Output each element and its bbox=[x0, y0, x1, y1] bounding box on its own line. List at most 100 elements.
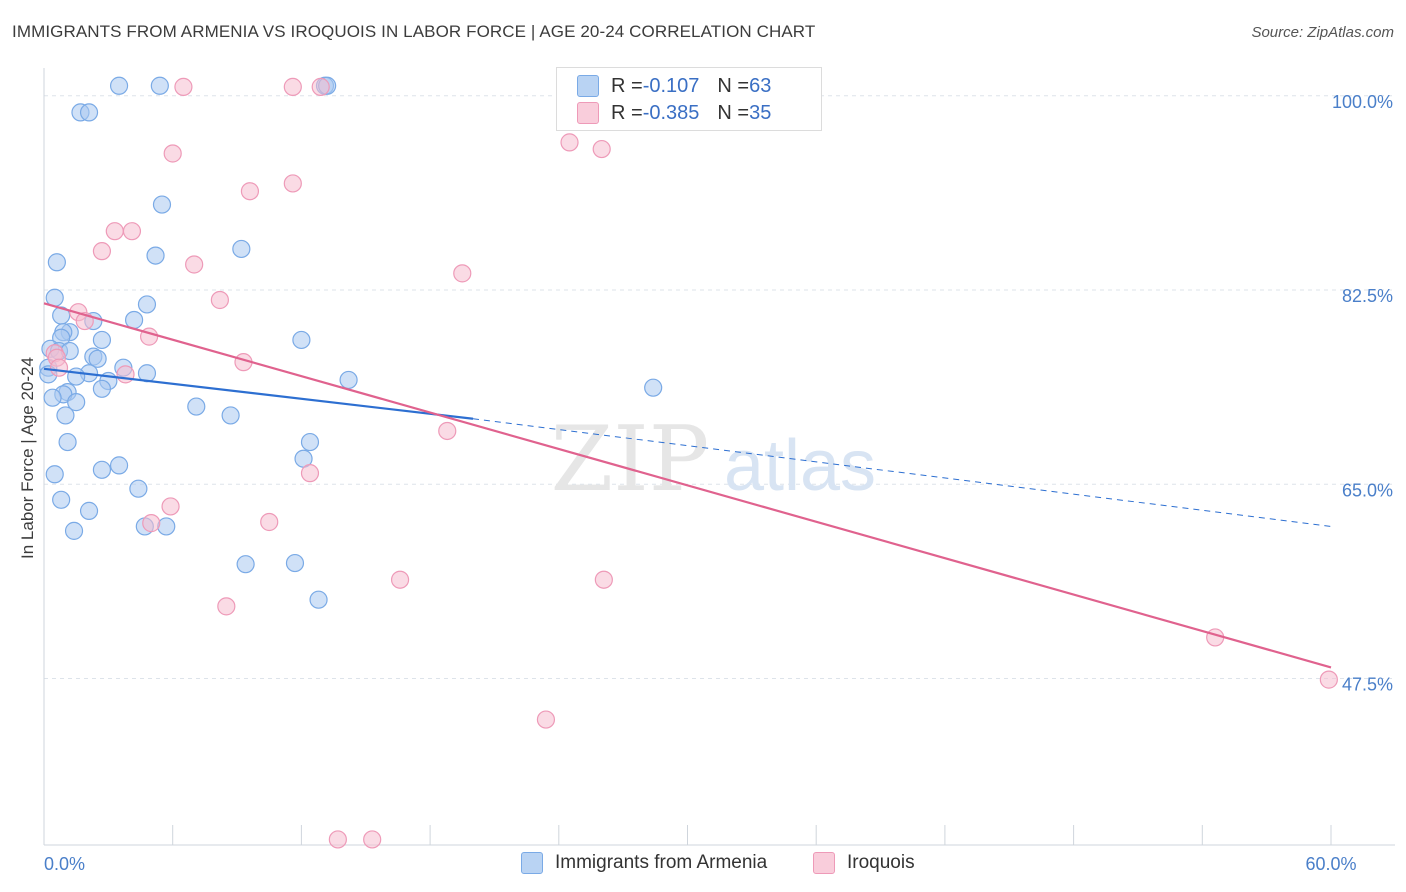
data-point bbox=[328, 830, 347, 849]
legend-n-value: 63 bbox=[749, 74, 772, 97]
data-point bbox=[79, 501, 99, 520]
watermark: ZIP atlas bbox=[551, 407, 876, 512]
data-point bbox=[309, 590, 328, 609]
trend-line bbox=[43, 367, 474, 420]
data-point bbox=[56, 406, 75, 425]
legend-row-armenia: R = -0.107 N = 63 bbox=[577, 74, 771, 98]
chart-source: Source: ZipAtlas.com bbox=[1251, 24, 1394, 41]
data-point bbox=[283, 174, 302, 193]
data-point bbox=[217, 597, 236, 616]
legend-item-armenia: Immigrants from Armenia bbox=[521, 852, 767, 874]
data-point bbox=[64, 521, 84, 540]
legend-r-value: -0.385 bbox=[642, 101, 700, 124]
data-point bbox=[163, 144, 182, 163]
data-point bbox=[142, 514, 161, 533]
data-point bbox=[232, 239, 251, 259]
legend-label: Immigrants from Armenia bbox=[555, 852, 768, 873]
data-point bbox=[45, 465, 64, 484]
data-point bbox=[174, 77, 193, 96]
data-point bbox=[92, 460, 112, 479]
data-point bbox=[92, 330, 112, 350]
data-point bbox=[79, 103, 99, 122]
data-point bbox=[210, 290, 229, 310]
data-point bbox=[363, 830, 382, 849]
data-point bbox=[116, 365, 135, 384]
data-point bbox=[67, 393, 86, 412]
y-axis-label: In Labor Force | Age 20-24 bbox=[18, 357, 37, 559]
data-point bbox=[536, 710, 556, 729]
data-point bbox=[300, 432, 320, 452]
data-point bbox=[137, 295, 157, 314]
series-iroquois-points bbox=[45, 77, 1338, 849]
legend-swatch-pink bbox=[813, 852, 835, 874]
trend-lines bbox=[43, 302, 1332, 669]
data-point bbox=[187, 397, 206, 416]
data-point bbox=[453, 264, 472, 283]
data-point bbox=[161, 497, 180, 516]
watermark-zip: ZIP bbox=[551, 407, 710, 512]
legend-n-label: N = bbox=[717, 74, 750, 97]
data-point bbox=[52, 490, 71, 509]
legend-swatch-blue bbox=[577, 75, 599, 97]
correlation-legend: R = -0.107 N = 63 R = -0.385 N = 35 bbox=[556, 67, 822, 131]
data-point bbox=[292, 330, 311, 350]
data-point bbox=[339, 370, 358, 390]
y-tick-label: 65.0% bbox=[1342, 480, 1393, 500]
data-point bbox=[122, 222, 142, 241]
data-point bbox=[49, 358, 69, 377]
axes bbox=[43, 68, 1395, 846]
data-point bbox=[592, 139, 611, 159]
trend-line bbox=[43, 302, 1332, 669]
legend-r-label: R = bbox=[611, 101, 643, 124]
legend-swatch-blue bbox=[521, 852, 543, 874]
data-point bbox=[105, 222, 124, 241]
data-point bbox=[47, 253, 66, 272]
data-point bbox=[67, 367, 86, 386]
legend-item-iroquois: Iroquois bbox=[813, 852, 915, 874]
legend-n-label: N = bbox=[717, 101, 750, 124]
legend-label: Iroquois bbox=[847, 852, 915, 873]
data-point bbox=[150, 76, 169, 95]
data-point bbox=[92, 379, 112, 398]
data-point bbox=[594, 570, 613, 589]
legend-r-value: -0.107 bbox=[642, 74, 700, 97]
chart-title: IMMIGRANTS FROM ARMENIA VS IROQUOIS IN L… bbox=[12, 22, 816, 41]
legend-row-iroquois: R = -0.385 N = 35 bbox=[577, 101, 771, 125]
legend-r-label: R = bbox=[611, 74, 643, 97]
data-point bbox=[92, 242, 112, 261]
data-point bbox=[300, 464, 320, 483]
data-point bbox=[185, 255, 204, 274]
data-point bbox=[240, 182, 260, 201]
axis-ticks: 100.0% 82.5% 65.0% 47.5% 0.0% 60.0% bbox=[43, 92, 1393, 874]
data-point bbox=[146, 246, 165, 265]
data-point bbox=[58, 432, 77, 452]
series-legend: Immigrants from Armenia Iroquois bbox=[0, 852, 1406, 876]
data-point bbox=[1319, 670, 1338, 689]
data-point bbox=[236, 555, 255, 574]
data-point bbox=[152, 195, 172, 214]
data-point bbox=[157, 517, 176, 536]
data-point bbox=[285, 553, 305, 573]
data-point bbox=[109, 76, 129, 95]
y-tick-label: 47.5% bbox=[1342, 675, 1393, 695]
data-point bbox=[560, 133, 579, 152]
legend-n-value: 35 bbox=[749, 101, 772, 124]
data-point bbox=[88, 349, 107, 368]
data-point bbox=[109, 456, 129, 475]
data-point bbox=[260, 512, 279, 532]
data-point bbox=[221, 406, 240, 425]
data-point bbox=[644, 378, 663, 397]
legend-swatch-pink bbox=[577, 102, 599, 124]
data-point bbox=[311, 77, 330, 96]
x-tick-label: 60.0% bbox=[1305, 854, 1356, 874]
data-point bbox=[283, 77, 302, 96]
data-point bbox=[124, 310, 144, 330]
watermark-atlas: atlas bbox=[724, 426, 876, 506]
x-tick-label: 0.0% bbox=[44, 854, 85, 874]
data-point bbox=[129, 479, 148, 498]
data-point bbox=[390, 570, 410, 589]
series-armenia-points bbox=[39, 76, 663, 609]
data-point bbox=[438, 421, 457, 441]
data-point bbox=[43, 388, 62, 407]
